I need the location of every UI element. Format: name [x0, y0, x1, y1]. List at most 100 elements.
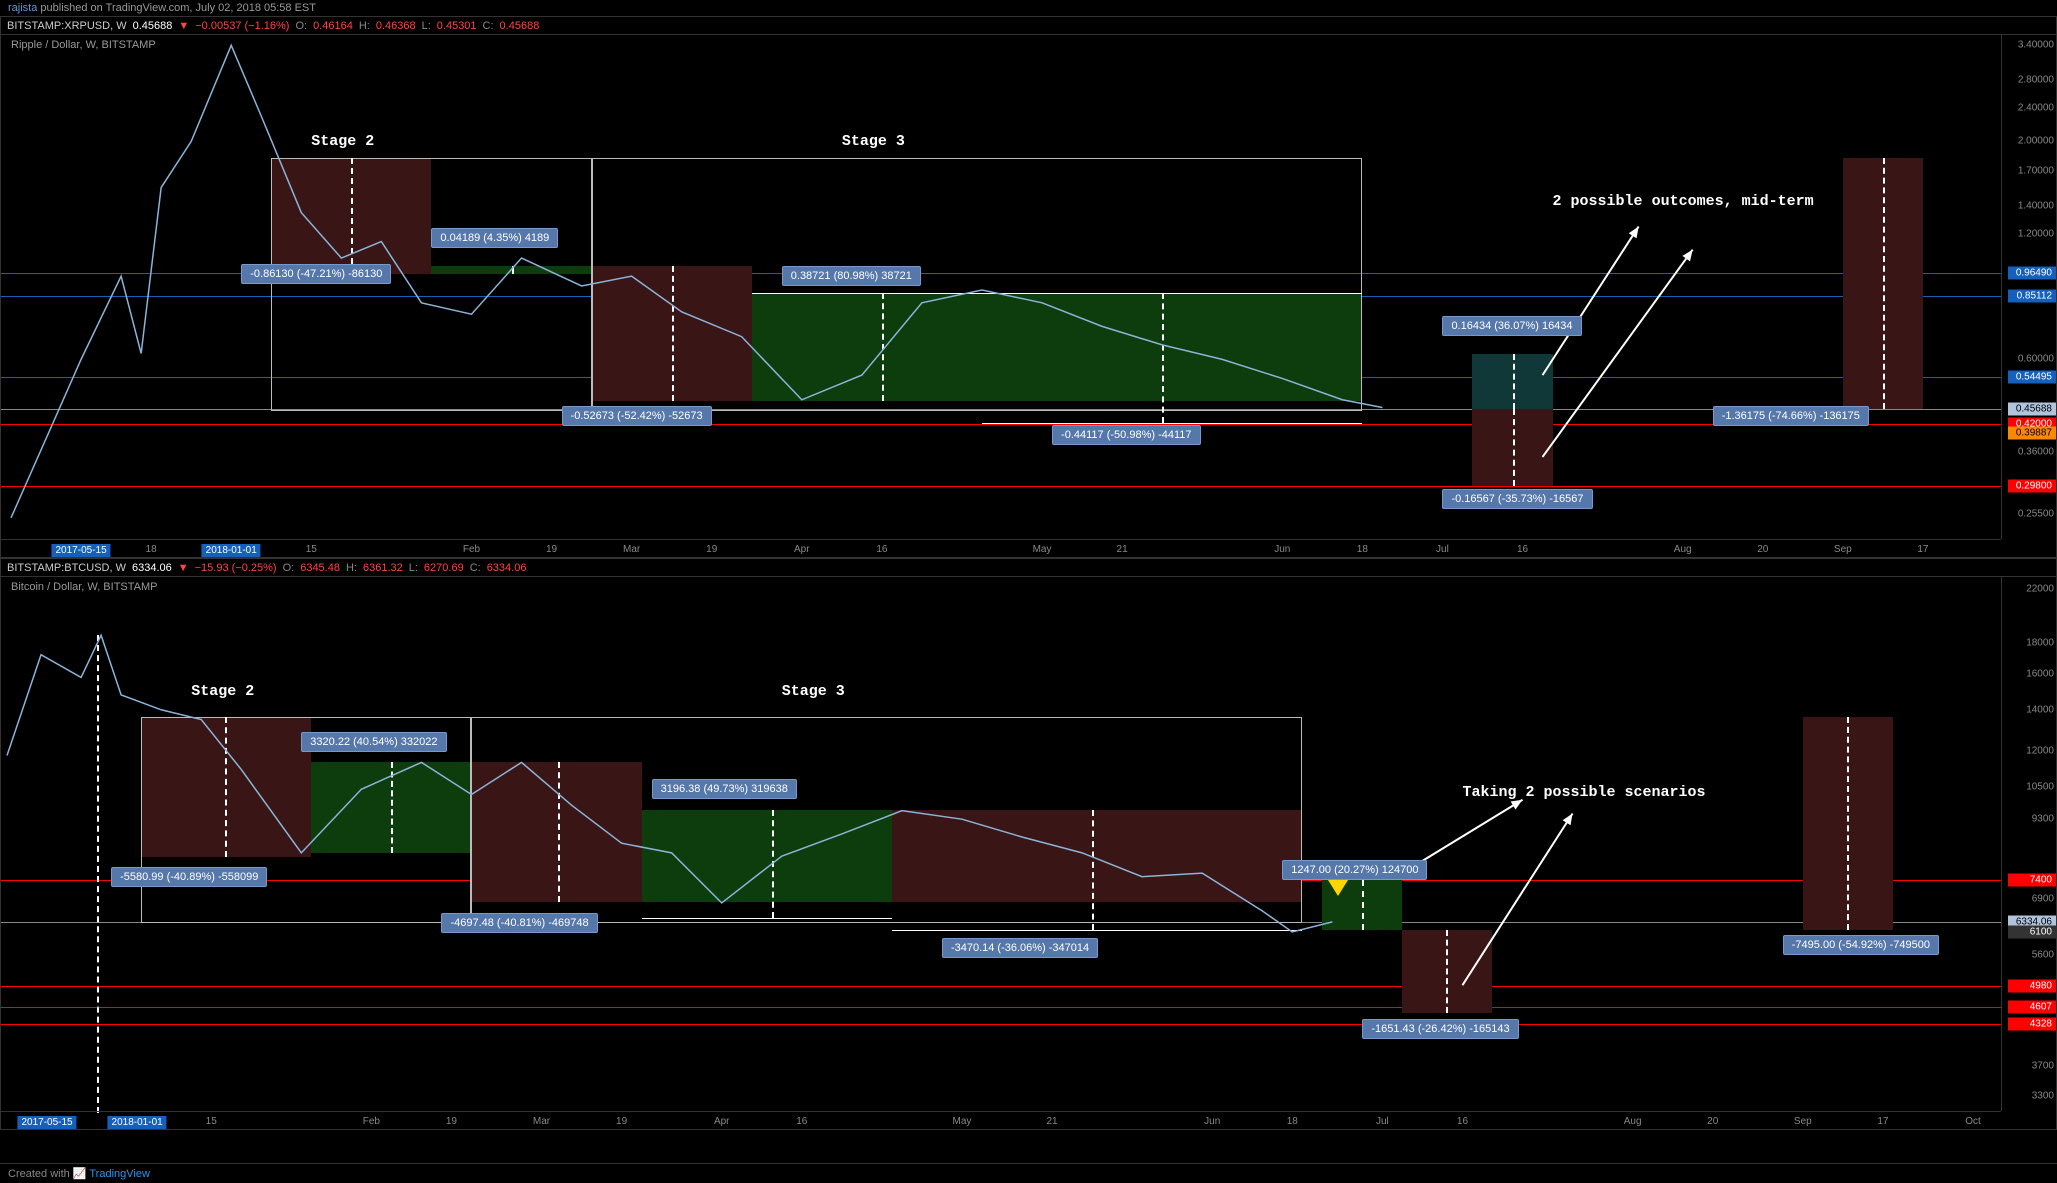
ohlc-high: 6361.32	[363, 562, 403, 574]
y-tick-label: 12000	[2026, 746, 2054, 757]
y-tick-label: 3.40000	[2018, 40, 2054, 51]
x-axis[interactable]: 2017-05-15182018-01-0115Feb19Mar19Apr16M…	[1, 539, 2001, 557]
measure-label: -0.16567 (-35.73%) -16567	[1442, 489, 1592, 509]
measure-label: -0.52673 (-52.42%) -52673	[562, 406, 712, 426]
ohlc-low: 6270.69	[424, 562, 464, 574]
tradingview-logo-icon[interactable]: 📈	[73, 1168, 90, 1180]
measure-label: -1.36175 (-74.66%) -136175	[1713, 406, 1869, 426]
x-tick-label: 19	[546, 544, 557, 555]
y-axis[interactable]: 3.400002.800002.400002.000001.700001.400…	[2001, 35, 2056, 539]
y-tick-label: 14000	[2026, 704, 2054, 715]
y-tick-label: 10500	[2026, 781, 2054, 792]
x-tick-label: 18	[146, 544, 157, 555]
measure-label: 0.04189 (4.35%) 4189	[431, 228, 558, 248]
x-tick-label: Apr	[714, 1116, 730, 1127]
y-tick-label: 1.40000	[2018, 200, 2054, 211]
chart-area[interactable]: -0.86130 (-47.21%) -86130 0.04189 (4.35%)…	[1, 35, 2001, 539]
arrow-down-icon: ▼	[178, 20, 189, 32]
chart-area[interactable]: -5580.99 (-40.89%) -5580993320.22 (40.54…	[1, 577, 2001, 1111]
price-tag: 4980	[2008, 980, 2056, 993]
ohlc-high: 0.46368	[376, 20, 416, 32]
ohlc-close: 6334.06	[487, 562, 527, 574]
brand[interactable]: TradingView	[89, 1168, 150, 1180]
x-tick-label: Sep	[1794, 1116, 1812, 1127]
price-tag: 4328	[2008, 1017, 2056, 1030]
x-tick-label: 16	[1457, 1116, 1468, 1127]
y-tick-label: 16000	[2026, 669, 2054, 680]
price: 0.45688	[133, 20, 173, 32]
y-tick-label: 5600	[2032, 949, 2054, 960]
measure-label: 0.16434 (36.07%) 16434	[1442, 316, 1581, 336]
y-tick-label: 3700	[2032, 1060, 2054, 1071]
x-tick-label: 17	[1877, 1116, 1888, 1127]
stage-label: Stage 3	[842, 133, 905, 150]
price-tag: 0.29800	[2008, 480, 2056, 493]
y-tick-label: 6900	[2032, 894, 2054, 905]
measure-label: -3470.14 (-36.06%) -347014	[942, 938, 1098, 958]
measure-label: 1247.00 (20.27%) 124700	[1282, 860, 1427, 880]
price-tag: 0.45688	[2008, 402, 2056, 415]
ohlc-open: 6345.48	[300, 562, 340, 574]
x-tick-label: 17	[1917, 544, 1928, 555]
price-tag: 0.96490	[2008, 267, 2056, 280]
y-axis[interactable]: 2200018000160001400012000105009300690056…	[2001, 577, 2056, 1111]
xrp-panel: BITSTAMP:XRPUSD, W 0.45688 ▼ −0.00537 (−…	[0, 16, 2057, 558]
x-tick-label: 19	[446, 1116, 457, 1127]
x-tick-label: 20	[1707, 1116, 1718, 1127]
y-tick-label: 22000	[2026, 583, 2054, 594]
publish-header: rajista published on TradingView.com, Ju…	[0, 0, 2057, 16]
x-tick-label: 21	[1117, 544, 1128, 555]
price-tag: 0.85112	[2008, 290, 2056, 303]
date-tag: 2017-05-15	[52, 544, 111, 557]
ohlc-low: 0.45301	[437, 20, 477, 32]
price: 6334.06	[132, 562, 172, 574]
date-tag: 2018-01-01	[202, 544, 261, 557]
measure-label: -5580.99 (-40.89%) -558099	[111, 867, 267, 887]
x-tick-label: 15	[206, 1116, 217, 1127]
x-tick-label: Oct	[1965, 1116, 1981, 1127]
marker-triangle-icon	[1328, 880, 1348, 896]
y-tick-label: 1.20000	[2018, 228, 2054, 239]
x-tick-label: 21	[1046, 1116, 1057, 1127]
x-tick-label: 18	[1287, 1116, 1298, 1127]
arrow-down-icon: ▼	[178, 562, 189, 574]
measure-label: -0.86130 (-47.21%) -86130	[241, 264, 391, 284]
price-tag: 6100	[2008, 925, 2056, 938]
x-tick-label: 16	[876, 544, 887, 555]
x-tick-label: Mar	[623, 544, 640, 555]
annotation-text: 2 possible outcomes, mid-term	[1553, 193, 1814, 210]
symbol-info-bar: BITSTAMP:XRPUSD, W 0.45688 ▼ −0.00537 (−…	[1, 17, 2056, 35]
y-tick-label: 9300	[2032, 814, 2054, 825]
x-tick-label: Jun	[1204, 1116, 1220, 1127]
y-tick-label: 3300	[2032, 1091, 2054, 1102]
x-tick-label: Aug	[1624, 1116, 1642, 1127]
symbol[interactable]: BITSTAMP:XRPUSD, W	[7, 20, 127, 32]
measure-label: -7495.00 (-54.92%) -749500	[1783, 935, 1939, 955]
x-axis[interactable]: 2017-05-152018-01-0115Feb19Mar19Apr16May…	[1, 1111, 2001, 1129]
x-tick-label: 16	[796, 1116, 807, 1127]
date-tag: 2018-01-01	[108, 1116, 167, 1129]
measure-label: 0.38721 (80.98%) 38721	[782, 266, 921, 286]
x-tick-label: 19	[706, 544, 717, 555]
y-tick-label: 2.00000	[2018, 136, 2054, 147]
username[interactable]: rajista	[8, 2, 37, 14]
price-tag: 0.39887	[2008, 427, 2056, 440]
x-tick-label: 15	[306, 544, 317, 555]
btc-panel: BITSTAMP:BTCUSD, W 6334.06 ▼ −15.93 (−0.…	[0, 558, 2057, 1130]
x-tick-label: Jul	[1436, 544, 1449, 555]
date-tag: 2017-05-15	[17, 1116, 76, 1129]
x-tick-label: Mar	[533, 1116, 550, 1127]
change: −15.93 (−0.25%)	[195, 562, 277, 574]
x-tick-label: 16	[1517, 544, 1528, 555]
ohlc-close: 0.45688	[500, 20, 540, 32]
symbol-info-bar: BITSTAMP:BTCUSD, W 6334.06 ▼ −15.93 (−0.…	[1, 559, 2056, 577]
x-tick-label: Feb	[363, 1116, 380, 1127]
x-tick-label: 20	[1757, 544, 1768, 555]
x-tick-label: Jun	[1274, 544, 1290, 555]
symbol[interactable]: BITSTAMP:BTCUSD, W	[7, 562, 126, 574]
x-tick-label: Sep	[1834, 544, 1852, 555]
price-tag: 4607	[2008, 1001, 2056, 1014]
y-tick-label: 0.60000	[2018, 354, 2054, 365]
x-tick-label: Feb	[463, 544, 480, 555]
stage-label: Stage 2	[311, 133, 374, 150]
